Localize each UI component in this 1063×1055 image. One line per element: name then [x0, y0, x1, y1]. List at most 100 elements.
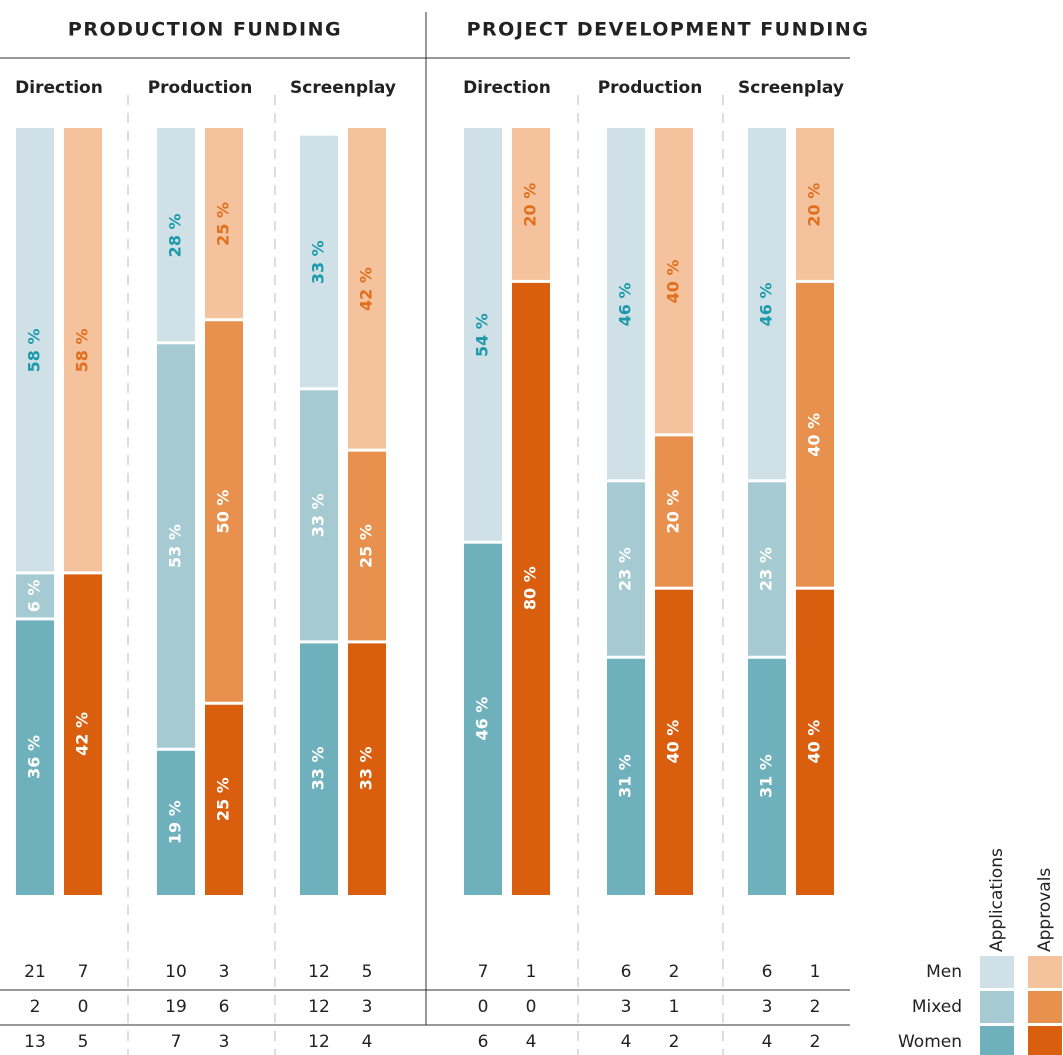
count: 4	[526, 1032, 537, 1052]
segment-label: 20 %	[521, 183, 540, 227]
segment-label: 46 %	[757, 282, 776, 326]
group-header: Screenplay	[290, 78, 396, 98]
legend-bar-label: Applications	[987, 848, 1007, 952]
count: 7	[478, 962, 489, 982]
segment-label: 58 %	[73, 328, 92, 372]
segment-label: 36 %	[25, 735, 44, 779]
count: 0	[78, 997, 89, 1017]
bar-segment	[512, 282, 550, 895]
group-header: Direction	[15, 78, 103, 98]
group-header: Production	[598, 78, 703, 98]
legend-swatch	[1028, 991, 1062, 1023]
panel-title: PRODUCTION FUNDING	[68, 19, 342, 41]
legend-swatch	[980, 991, 1014, 1023]
bar-segment	[607, 482, 645, 656]
segment-label: 58 %	[25, 328, 44, 372]
segment-label: 6 %	[25, 580, 44, 613]
segment-label: 23 %	[757, 547, 776, 591]
segment-label: 42 %	[73, 712, 92, 756]
count: 19	[165, 997, 187, 1017]
legend-swatch	[980, 956, 1014, 988]
segment-label: 28 %	[166, 213, 185, 257]
count: 12	[308, 997, 330, 1017]
segment-label: 31 %	[757, 754, 776, 798]
count: 12	[308, 1032, 330, 1052]
bar-segment	[205, 128, 243, 319]
count: 4	[362, 1032, 373, 1052]
count: 3	[362, 997, 373, 1017]
count: 12	[308, 962, 330, 982]
segment-label: 33 %	[309, 493, 328, 537]
group-header: Production	[148, 78, 253, 98]
count: 2	[669, 1032, 680, 1052]
count: 0	[478, 997, 489, 1017]
legend-swatch	[980, 1026, 1014, 1055]
bar-segment	[607, 658, 645, 895]
segment-label: 42 %	[357, 267, 376, 311]
count: 13	[24, 1032, 46, 1052]
segment-label: 40 %	[805, 720, 824, 764]
bar-segment	[748, 658, 786, 895]
group-header: Screenplay	[738, 78, 844, 98]
bar-segment	[348, 643, 386, 895]
legend-label: Men	[926, 962, 962, 982]
count: 3	[219, 962, 230, 982]
segment-label: 33 %	[357, 747, 376, 791]
segment-label: 20 %	[664, 490, 683, 534]
count: 5	[78, 1032, 89, 1052]
segment-label: 33 %	[309, 747, 328, 791]
count: 2	[669, 962, 680, 982]
count: 3	[762, 997, 773, 1017]
count: 1	[810, 962, 821, 982]
segment-label: 40 %	[664, 259, 683, 303]
bar-segment	[64, 128, 102, 572]
segment-label: 40 %	[664, 720, 683, 764]
count: 7	[78, 962, 89, 982]
count: 10	[165, 962, 187, 982]
segment-label: 25 %	[357, 524, 376, 568]
segment-label: 20 %	[805, 183, 824, 227]
count: 5	[362, 962, 373, 982]
bar-segment	[748, 128, 786, 480]
bar-segment	[796, 282, 834, 587]
count: 2	[30, 997, 41, 1017]
bar-segment	[157, 344, 195, 748]
bar-segment	[157, 750, 195, 895]
bar-segment	[300, 135, 338, 388]
count: 7	[171, 1032, 182, 1052]
segment-label: 53 %	[166, 524, 185, 568]
segment-label: 33 %	[309, 240, 328, 284]
bar-segment	[16, 128, 54, 572]
count: 6	[762, 962, 773, 982]
segment-label: 31 %	[616, 754, 635, 798]
bar-segment	[205, 704, 243, 895]
bar-segment	[157, 128, 195, 342]
count: 2	[810, 1032, 821, 1052]
count: 0	[526, 997, 537, 1017]
bar-segment	[64, 574, 102, 895]
bar-segment	[464, 543, 502, 895]
legend-label: Mixed	[912, 997, 962, 1017]
bar-segment	[300, 643, 338, 895]
segment-label: 23 %	[616, 547, 635, 591]
bar-segment	[748, 482, 786, 656]
bar-segment	[512, 128, 550, 280]
segment-label: 54 %	[473, 313, 492, 357]
bar-segment	[607, 128, 645, 480]
count: 21	[24, 962, 46, 982]
bar-segment	[300, 390, 338, 641]
legend-label: Women	[898, 1032, 962, 1052]
panel-title: PROJECT DEVELOPMENT FUNDING	[467, 19, 870, 41]
count: 3	[621, 997, 632, 1017]
count: 6	[219, 997, 230, 1017]
legend-bar-label: Approvals	[1035, 868, 1055, 952]
segment-label: 40 %	[805, 413, 824, 457]
segment-label: 46 %	[616, 282, 635, 326]
segment-label: 80 %	[521, 566, 540, 610]
segment-label: 25 %	[214, 202, 233, 246]
bar-segment	[205, 321, 243, 702]
count: 2	[810, 997, 821, 1017]
bar-segment	[655, 436, 693, 587]
count: 3	[219, 1032, 230, 1052]
bar-segment	[796, 589, 834, 895]
